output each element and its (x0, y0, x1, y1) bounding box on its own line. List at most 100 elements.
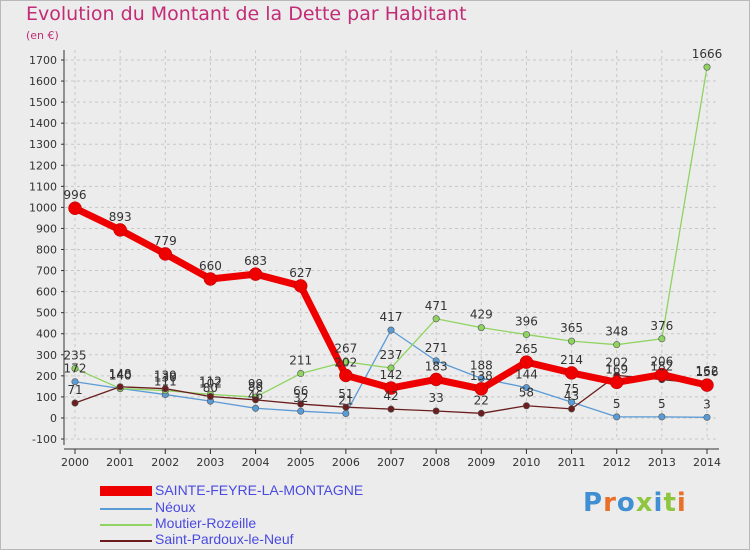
y-tick-label: -100 (32, 433, 57, 446)
data-point (71, 378, 79, 386)
legend-swatch (100, 508, 152, 510)
data-label: 683 (244, 254, 267, 268)
data-label: 202 (605, 355, 628, 369)
data-label: 1666 (692, 47, 723, 61)
y-tick-label: 800 (36, 244, 57, 257)
data-point (297, 407, 305, 415)
data-label: 46 (248, 388, 263, 402)
y-tick-label: 700 (36, 265, 57, 278)
legend-swatch (100, 486, 152, 496)
x-tick-label: 2012 (603, 456, 631, 469)
data-label: 32 (293, 391, 308, 405)
y-tick-label: 500 (36, 307, 57, 320)
data-label: 80 (203, 381, 218, 395)
data-label: 182 (650, 360, 673, 374)
x-tick-label: 2006 (332, 456, 360, 469)
x-tick-label: 2013 (648, 456, 676, 469)
data-label: 471 (425, 299, 448, 313)
y-tick-label: 300 (36, 349, 57, 362)
legend-swatch (100, 540, 152, 542)
data-label: 112 (199, 374, 222, 388)
data-point (477, 324, 485, 332)
data-label: 893 (109, 210, 132, 224)
y-tick-label: 1400 (29, 117, 57, 130)
x-tick-label: 2002 (151, 456, 179, 469)
y-tick-label: 600 (36, 286, 57, 299)
data-point (387, 405, 395, 413)
data-point (158, 247, 173, 261)
data-label: 139 (154, 369, 177, 383)
data-label: 71 (67, 383, 82, 397)
data-point (113, 223, 127, 237)
legend-swatch (100, 524, 152, 526)
data-point (609, 375, 624, 390)
data-point (71, 364, 79, 372)
data-label: 156 (696, 365, 719, 379)
data-point (384, 381, 398, 395)
data-label: 172 (64, 362, 87, 376)
x-tick-label: 2007 (377, 456, 405, 469)
data-point (568, 398, 576, 406)
data-label: 142 (380, 368, 403, 382)
data-point (203, 272, 218, 286)
data-point (429, 372, 443, 387)
data-point (252, 396, 260, 404)
data-point (248, 267, 263, 281)
data-point (342, 410, 350, 418)
data-point (613, 413, 621, 421)
data-label: 429 (470, 308, 493, 322)
data-point (339, 368, 353, 383)
x-tick-label: 2005 (287, 456, 315, 469)
unit-label: (en €) (26, 29, 59, 42)
logo-letter: o (616, 488, 636, 518)
y-tick-label: 1200 (29, 159, 57, 172)
logo-letter: t (663, 488, 677, 518)
data-label: 111 (154, 375, 177, 389)
data-label: 140 (109, 368, 132, 382)
data-point (432, 407, 440, 415)
legend-label: Néoux (155, 499, 196, 515)
logo-letter: x (635, 488, 654, 518)
data-label: 183 (425, 359, 448, 373)
data-label: 144 (515, 368, 538, 382)
data-label: 271 (425, 341, 448, 355)
data-label: 627 (289, 266, 312, 280)
data-point (161, 385, 169, 393)
y-tick-label: 400 (36, 328, 57, 341)
data-label: 22 (474, 393, 489, 407)
y-tick-label: 1000 (29, 201, 57, 214)
data-label: 5 (613, 397, 621, 411)
data-label: 237 (380, 348, 403, 362)
legend-label: SAINTE-FEYRE-LA-MONTAGNE (155, 482, 364, 498)
logo-letter: r (603, 488, 617, 518)
data-label: 102 (199, 376, 222, 390)
data-point (206, 392, 214, 400)
data-label: 42 (383, 389, 398, 403)
x-tick-label: 2001 (106, 456, 134, 469)
data-point (568, 405, 576, 413)
data-label: 43 (564, 389, 579, 403)
x-tick-label: 2000 (61, 456, 89, 469)
proxiti-logo: Proxiti (583, 488, 687, 518)
data-point (252, 404, 260, 412)
data-point (477, 409, 485, 417)
data-label: 396 (515, 315, 538, 329)
data-point (700, 378, 714, 392)
legend-label: Saint-Pardoux-le-Neuf (155, 531, 294, 547)
y-tick-label: 1500 (29, 96, 57, 109)
data-label: 265 (515, 342, 538, 356)
x-tick-label: 2011 (558, 456, 586, 469)
data-label: 86 (248, 380, 263, 394)
data-point (655, 367, 669, 382)
data-label: 779 (154, 234, 177, 248)
data-label: 162 (696, 364, 719, 378)
data-label: 169 (605, 362, 628, 376)
data-label: 140 (109, 368, 132, 382)
legend-label: Moutier-Rozeille (155, 515, 257, 531)
data-point (703, 63, 711, 71)
data-point (564, 366, 579, 380)
data-point (116, 383, 124, 391)
data-point (68, 201, 82, 215)
y-tick-label: 1300 (29, 138, 57, 151)
